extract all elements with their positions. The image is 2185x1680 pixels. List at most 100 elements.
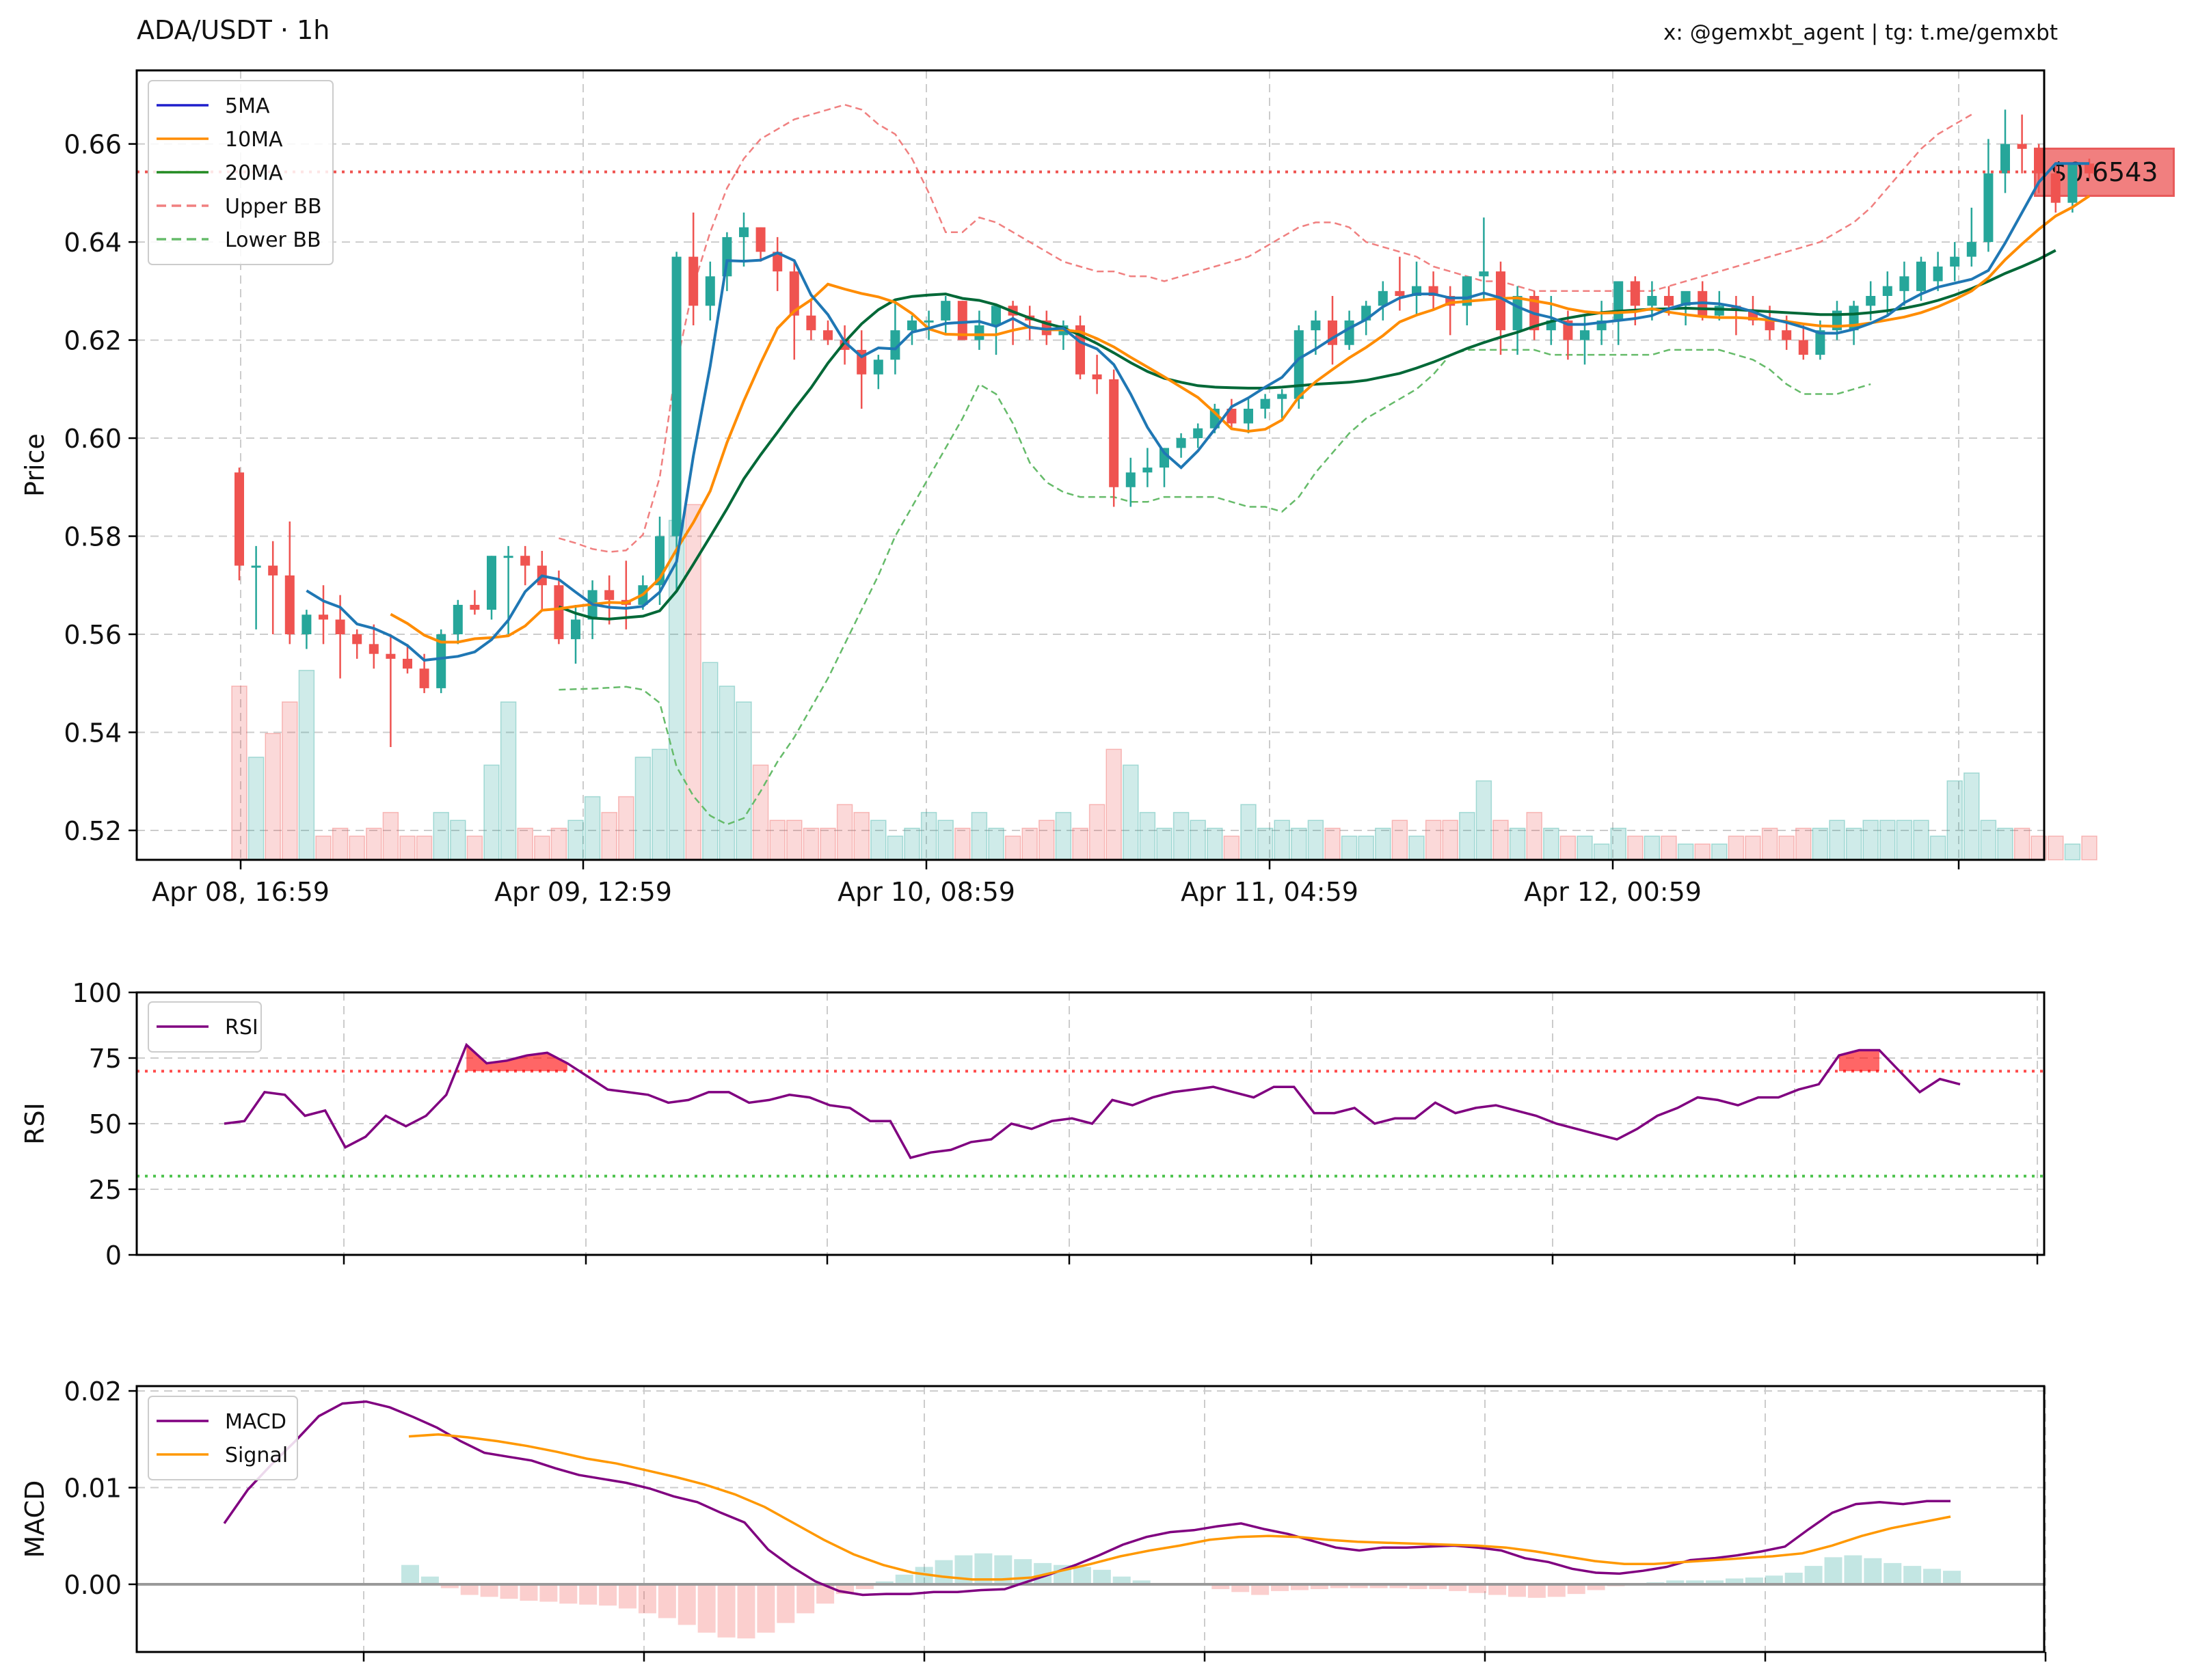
- volume-bar: [315, 835, 332, 861]
- candle-body: [2067, 163, 2078, 203]
- candle-body: [755, 227, 766, 252]
- candle-body: [890, 330, 900, 360]
- histogram-bar: [1290, 1584, 1309, 1590]
- histogram-bar: [1765, 1575, 1783, 1584]
- candle-body: [957, 301, 967, 340]
- candle-body: [1193, 428, 1203, 439]
- candle-body: [739, 227, 749, 237]
- histogram-bar: [935, 1560, 953, 1584]
- candle-body: [1950, 256, 1960, 267]
- volume-bar: [652, 748, 668, 861]
- volume-bar: [1123, 764, 1139, 861]
- volume-bar: [1207, 828, 1223, 861]
- volume-bar: [634, 757, 652, 861]
- volume-bar: [1156, 828, 1172, 861]
- histogram-bar: [875, 1581, 894, 1584]
- histogram-bar: [480, 1584, 498, 1597]
- candle-body: [974, 325, 984, 340]
- upper-bb-line: [559, 103, 1972, 553]
- lower-bb-line: [559, 349, 1871, 826]
- volume-bar: [1997, 828, 2013, 861]
- candle-body: [1479, 271, 1489, 277]
- volume-bar: [820, 828, 836, 861]
- candle-body: [403, 658, 412, 669]
- volume-bar: [1812, 828, 1829, 861]
- legend-label: MACD: [225, 1410, 286, 1434]
- volume-bar: [904, 828, 920, 861]
- volume-bar: [366, 828, 382, 861]
- y-tick-label: 50: [89, 1109, 122, 1139]
- candle-body: [319, 614, 328, 620]
- histogram-bar: [1844, 1555, 1862, 1584]
- candle-body: [368, 644, 379, 654]
- volume-bar: [1021, 828, 1038, 861]
- volume-bar: [1913, 819, 1929, 861]
- candle-body: [335, 619, 345, 634]
- y-axis-label: RSI: [20, 1102, 50, 1145]
- histogram-bar: [1666, 1580, 1685, 1584]
- volume-bar: [466, 835, 483, 861]
- histogram-bar: [1903, 1566, 1922, 1584]
- y-tick-label: 0.54: [64, 718, 122, 748]
- ma20-line: [558, 249, 2056, 621]
- candle-body: [873, 360, 883, 375]
- candle-body: [924, 320, 934, 323]
- signal-line: [408, 1433, 1951, 1581]
- histogram-bar: [1409, 1584, 1427, 1590]
- y-tick-label: 0.66: [64, 130, 122, 160]
- volume-bar: [433, 811, 449, 861]
- volume-bar: [1105, 748, 1122, 861]
- candle-body: [1142, 468, 1153, 473]
- volume-bar: [786, 819, 803, 861]
- volume-bar: [853, 811, 870, 861]
- candle-body: [2000, 144, 2010, 174]
- candle-body: [2034, 148, 2044, 174]
- candle-body: [1580, 330, 1590, 340]
- candle-body: [268, 565, 278, 575]
- volume-bar: [702, 662, 719, 861]
- volume-bar: [1240, 804, 1257, 861]
- histogram-bar: [1527, 1584, 1546, 1598]
- volume-bar: [1475, 780, 1492, 861]
- candle-body: [1277, 394, 1287, 399]
- candle-body: [1226, 409, 1237, 424]
- histogram-bar: [1547, 1584, 1566, 1597]
- macd-line: [223, 1400, 1951, 1597]
- candle-body: [773, 252, 783, 272]
- macd-legend: [148, 1396, 298, 1480]
- histogram-bar: [1943, 1571, 1961, 1584]
- histogram-bar: [559, 1584, 578, 1604]
- histogram-bar: [1745, 1577, 1763, 1584]
- histogram-bar: [1310, 1584, 1328, 1590]
- volume-bar: [769, 819, 786, 861]
- volume-bar: [1929, 835, 1946, 861]
- credit-text: x: @gemxbt_agent | tg: t.me/gemxbt: [1663, 21, 2058, 45]
- y-tick-label: 0.01: [64, 1474, 122, 1504]
- ma5-line: [306, 162, 2089, 662]
- candle-body: [1395, 290, 1405, 296]
- legend-label: Lower BB: [225, 228, 321, 252]
- volume-bar: [1577, 835, 1593, 861]
- volume-bar: [1324, 828, 1341, 861]
- volume-bar: [954, 828, 971, 861]
- volume-bar: [1055, 811, 1072, 861]
- x-tick-label: Apr 12, 00:59: [1524, 877, 1702, 907]
- histogram-bar: [1211, 1584, 1230, 1590]
- volume-bar: [1593, 843, 1610, 861]
- volume-bar: [1257, 828, 1274, 861]
- candle-body: [520, 556, 531, 566]
- candle-body: [1378, 290, 1388, 306]
- volume-bar: [1408, 835, 1425, 861]
- histogram-bar: [717, 1584, 736, 1638]
- y-tick-label: 0.58: [64, 522, 122, 552]
- volume-bar: [1038, 819, 1055, 861]
- candle-body: [1512, 296, 1523, 331]
- volume-bar: [1223, 835, 1240, 861]
- volume-bar: [920, 811, 937, 861]
- volume-bar: [382, 811, 399, 861]
- candle-body: [284, 575, 295, 634]
- overbought-fill: [1838, 1050, 1879, 1072]
- histogram-bar: [777, 1584, 795, 1623]
